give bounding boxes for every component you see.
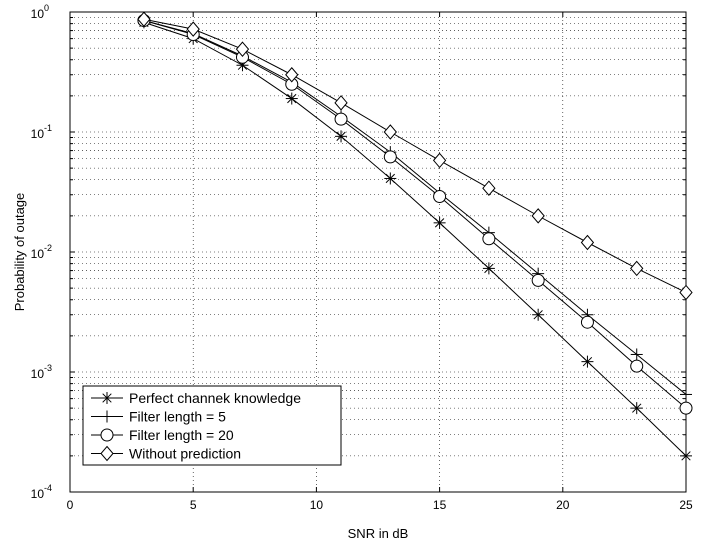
- y-axis-label: Probability of outage: [12, 193, 27, 312]
- y-tick-label: 10: [31, 367, 45, 381]
- x-tick-label: 5: [190, 498, 197, 512]
- x-tick-label: 20: [556, 498, 570, 512]
- data-point: [137, 11, 151, 28]
- y-tick-label: 10: [31, 7, 45, 21]
- data-point: [630, 260, 644, 277]
- data-point: [630, 348, 643, 361]
- data-point: [334, 95, 348, 111]
- data-point: [235, 41, 250, 57]
- series-4: [137, 11, 693, 301]
- data-point: [100, 428, 114, 442]
- legend-entry: Perfect channek knowledge: [91, 390, 301, 406]
- x-axis-label: SNR in dB: [348, 526, 409, 541]
- data-point: [482, 232, 496, 246]
- y-tick-exponent: -4: [44, 483, 52, 493]
- series-1: [137, 16, 692, 462]
- data-point: [101, 392, 113, 404]
- y-tick-exponent: 0: [44, 3, 49, 13]
- data-point: [679, 284, 693, 301]
- y-tick-label: 10: [31, 487, 45, 501]
- legend-label: Perfect channek knowledge: [129, 390, 301, 406]
- legend-label: Filter length = 20: [129, 427, 234, 443]
- data-point: [285, 66, 299, 83]
- series-line: [143, 18, 687, 293]
- data-point: [680, 449, 692, 462]
- data-point: [482, 262, 495, 275]
- data-point: [531, 208, 545, 224]
- series-2: [137, 14, 692, 401]
- legend-entry: Without prediction: [91, 446, 241, 462]
- data-point: [383, 150, 397, 164]
- series-line: [143, 19, 687, 395]
- data-point: [532, 308, 545, 321]
- data-point: [433, 190, 447, 204]
- legend: Perfect channek knowledge Filter length =…: [82, 385, 342, 466]
- legend-entry: Filter length = 20: [91, 427, 234, 443]
- series-line: [143, 21, 687, 457]
- y-tick-label: 10: [31, 127, 45, 141]
- series-line: [143, 19, 687, 409]
- x-tick-label: 25: [679, 498, 693, 512]
- data-point: [630, 359, 644, 373]
- data-point: [531, 273, 545, 287]
- x-tick-labels: 0 5 10 15 20 25: [67, 498, 693, 512]
- data-point: [580, 234, 595, 251]
- data-point: [433, 216, 446, 229]
- x-tick-label: 0: [67, 498, 74, 512]
- data-point: [630, 402, 643, 415]
- y-tick-exponent: -1: [44, 123, 52, 133]
- y-tick-exponent: -2: [44, 243, 52, 253]
- data-point: [679, 401, 693, 415]
- series-layer: [137, 11, 693, 462]
- data-point: [680, 388, 692, 401]
- y-tick-label: 10: [31, 247, 45, 261]
- data-point: [580, 315, 594, 329]
- legend-entry: Filter length = 5: [91, 409, 226, 425]
- y-tick-exponent: -3: [44, 363, 52, 373]
- data-point: [581, 355, 594, 368]
- legend-label: Filter length = 5: [129, 409, 226, 425]
- data-point: [285, 92, 298, 105]
- legend-label: Without prediction: [129, 446, 241, 462]
- x-tick-label: 10: [310, 498, 324, 512]
- data-point: [383, 124, 397, 140]
- data-point: [384, 172, 397, 185]
- data-point: [334, 112, 348, 126]
- series-3: [137, 13, 693, 415]
- data-point: [432, 152, 447, 169]
- data-point: [101, 410, 113, 423]
- data-point: [186, 21, 200, 37]
- legend-box: [82, 385, 342, 466]
- x-tick-label: 15: [433, 498, 447, 512]
- data-point: [100, 445, 114, 462]
- data-point: [335, 130, 348, 143]
- data-point: [482, 180, 496, 196]
